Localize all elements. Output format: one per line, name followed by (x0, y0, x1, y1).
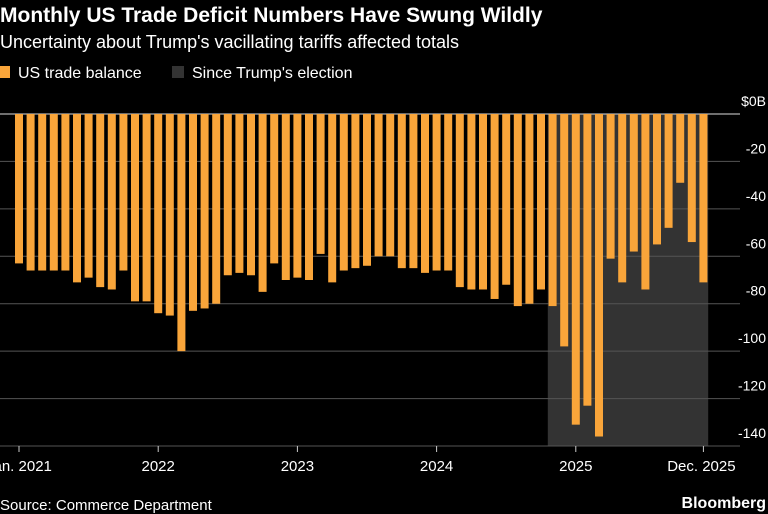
legend-swatch (0, 66, 10, 78)
y-tick-label: $0B (741, 93, 766, 109)
bar (339, 114, 348, 271)
bar (444, 114, 453, 271)
x-tick-label: Dec. 2025 (667, 458, 735, 475)
bar (235, 114, 244, 273)
y-tick-label: -60 (746, 235, 766, 251)
bar (212, 114, 221, 304)
bar (223, 114, 232, 276)
bar (386, 114, 395, 257)
bar (467, 114, 476, 290)
y-tick-label: -20 (746, 140, 766, 156)
bar (96, 114, 105, 288)
x-tick-label: 2025 (559, 458, 592, 475)
bar (305, 114, 313, 280)
bar (583, 114, 592, 406)
bar (49, 114, 58, 271)
bar (363, 114, 371, 266)
bar (270, 114, 279, 264)
bar (177, 114, 186, 352)
source: Source: Commerce Department (0, 497, 213, 514)
brand: Bloomberg (682, 495, 766, 512)
chart-title: Monthly US Trade Deficit Numbers Have Sw… (0, 4, 543, 27)
bar (479, 114, 487, 290)
bar (641, 114, 650, 290)
bar (73, 114, 81, 283)
bar (154, 114, 163, 314)
bar (548, 114, 557, 307)
bar (165, 114, 174, 316)
bar (432, 114, 441, 271)
bar (316, 114, 325, 254)
bar (374, 114, 383, 257)
bar (664, 114, 673, 228)
bar (84, 114, 93, 278)
bar (537, 114, 545, 290)
bar (409, 114, 418, 269)
bar (142, 114, 151, 302)
bar (258, 114, 267, 292)
bar (618, 114, 627, 283)
legend-label: Since Trump's election (192, 65, 352, 82)
bar (525, 114, 534, 304)
bar (38, 114, 47, 271)
bar (687, 114, 696, 243)
y-tick-label: -140 (738, 425, 766, 441)
bar (629, 114, 638, 252)
bar (61, 114, 70, 271)
legend-label: US trade balance (18, 65, 142, 82)
bar (455, 114, 464, 288)
bar (200, 114, 209, 309)
bar (606, 114, 615, 259)
bar (571, 114, 580, 425)
bar (653, 114, 661, 245)
bar (247, 114, 255, 276)
y-tick-label: -40 (746, 188, 766, 204)
bar (351, 114, 360, 269)
bar (421, 114, 429, 273)
y-tick-label: -80 (746, 283, 766, 299)
bar (595, 114, 603, 437)
bar (189, 114, 197, 311)
bar (281, 114, 290, 280)
y-tick-label: -100 (738, 330, 766, 346)
x-tick-label: 2023 (281, 458, 314, 475)
chart-subtitle: Uncertainty about Trump's vacillating ta… (0, 32, 459, 52)
bar (699, 114, 708, 283)
bar (676, 114, 685, 183)
bar (119, 114, 128, 271)
x-tick-label: 2024 (420, 458, 453, 475)
bar (131, 114, 139, 302)
y-tick-label: -120 (738, 378, 766, 394)
bar (513, 114, 522, 307)
bar (107, 114, 116, 290)
bar (490, 114, 499, 299)
bar (26, 114, 35, 271)
x-tick-label: Jan. 2021 (0, 458, 52, 475)
bar (397, 114, 406, 269)
bar (293, 114, 302, 278)
bar (502, 114, 511, 285)
x-tick-label: 2022 (142, 458, 175, 475)
bar (15, 114, 23, 264)
bar (328, 114, 337, 283)
legend-swatch (172, 66, 184, 78)
bar (560, 114, 569, 347)
